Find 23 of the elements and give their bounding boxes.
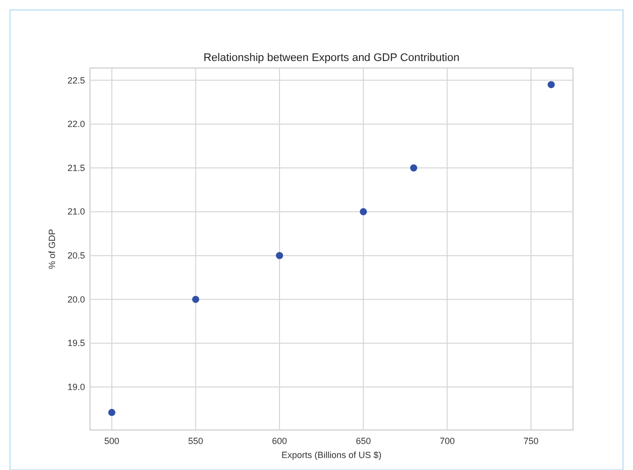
- point: [410, 164, 418, 172]
- y-tick-label: 21.5: [67, 162, 85, 173]
- chart-title: Relationship between Exports and GDP Contribution: [203, 52, 460, 64]
- x-axis-title: Exports (Billions of US $): [281, 450, 382, 460]
- y-tick-label: 22.0: [67, 119, 85, 130]
- point: [108, 408, 116, 416]
- y-tick-label: 20.0: [67, 294, 85, 304]
- point: [192, 296, 200, 303]
- point: [548, 81, 555, 88]
- y-tick-label: 20.5: [67, 250, 85, 261]
- y-tick-label: 19.5: [67, 338, 85, 348]
- x-tick-label: 550: [188, 436, 204, 446]
- y-tick-label: 21.0: [67, 206, 85, 217]
- x-tick-label: 500: [104, 436, 120, 446]
- point: [276, 252, 284, 260]
- y-tick-label: 22.5: [67, 75, 85, 86]
- y-axis-title: % of GDP: [47, 228, 57, 270]
- y-tick-label: 19.0: [67, 382, 85, 392]
- point: [360, 208, 367, 216]
- x-tick-label: 650: [356, 436, 371, 446]
- x-tick-label: 600: [272, 436, 288, 446]
- x-tick-label: 750: [524, 436, 539, 446]
- x-tick-label: 700: [440, 436, 455, 446]
